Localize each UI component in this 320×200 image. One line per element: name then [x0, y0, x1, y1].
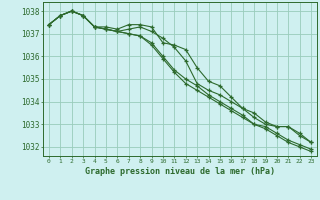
X-axis label: Graphe pression niveau de la mer (hPa): Graphe pression niveau de la mer (hPa) [85, 167, 275, 176]
